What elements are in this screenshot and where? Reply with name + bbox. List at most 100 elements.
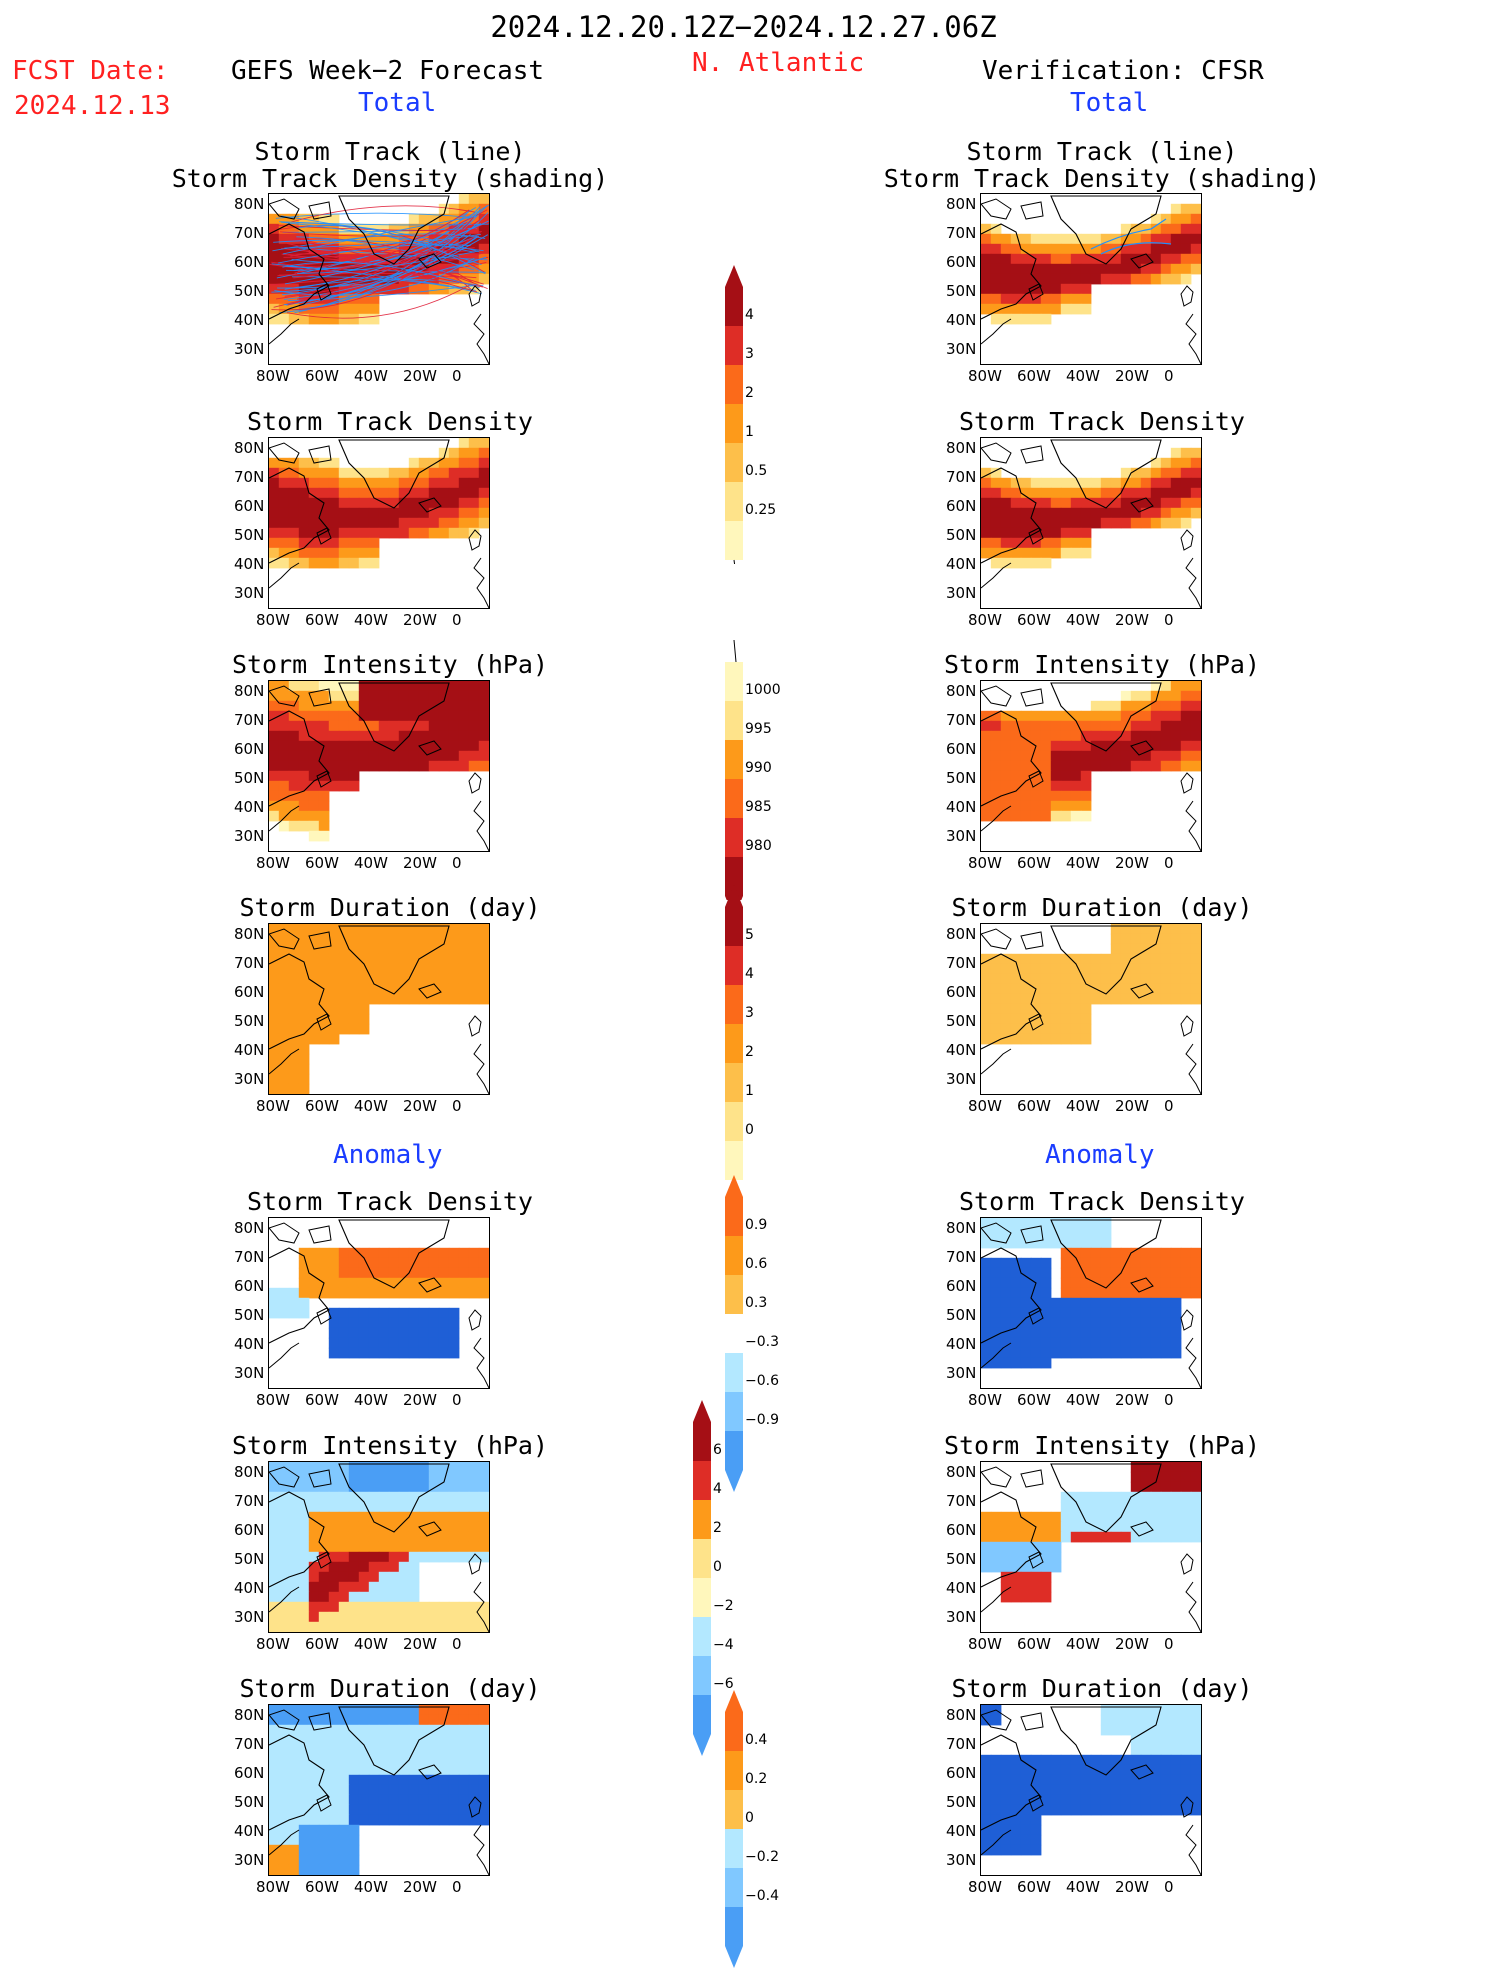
lat-label: 30N [234,1070,265,1088]
lat-label: 60N [234,1521,265,1539]
lat-label: 70N [946,1248,977,1266]
colorbar-density_anom [725,1175,743,1492]
lon-label: 20W [403,1097,437,1115]
lon-label: 40W [1066,367,1100,385]
lon-label: 60W [1017,367,1051,385]
panel-title-trackline-0: Storm Track Density (shading) [171,164,609,193]
lat-label: 30N [234,827,265,845]
map-panel-intensity-verification [980,680,1202,852]
colorbar-tick-label: 4 [745,307,754,323]
lat-label: 80N [946,925,977,943]
lat-label: 30N [234,1608,265,1626]
lon-label: 60W [1017,1097,1051,1115]
lat-label: 70N [234,954,265,972]
lon-label: 40W [1066,1635,1100,1653]
colorbar-tick-label: 4 [745,966,754,982]
lat-label: 50N [946,1550,977,1568]
lat-label: 40N [946,1335,977,1353]
lon-label: 20W [403,1878,437,1896]
map-shading [269,924,489,1094]
lon-label: 0 [452,854,462,872]
lat-label: 70N [946,224,977,242]
lon-label: 40W [1066,1878,1100,1896]
lat-label: 40N [234,311,265,329]
lat-label: 70N [946,1735,977,1753]
lat-label: 40N [234,555,265,573]
colorbar-density_total [725,265,743,564]
lat-label: 80N [234,1706,265,1724]
lat-label: 70N [234,224,265,242]
panel-title-int_anom-1: Storm Intensity (hPa) [943,1431,1261,1460]
lon-label: 20W [403,1635,437,1653]
colorbar-tick-label: −0.9 [745,1412,779,1428]
lat-label: 60N [946,740,977,758]
lat-label: 50N [946,769,977,787]
region-label: N. Atlantic [692,48,865,78]
lon-label: 0 [1164,367,1174,385]
lat-label: 30N [234,584,265,602]
lat-label: 50N [946,1012,977,1030]
lat-label: 70N [234,1492,265,1510]
lon-label: 0 [452,1878,462,1896]
lat-label: 70N [234,1248,265,1266]
lat-label: 60N [946,983,977,1001]
lat-label: 80N [234,925,265,943]
lon-label: 0 [1164,1097,1174,1115]
lat-label: 80N [946,1706,977,1724]
lat-label: 40N [946,1579,977,1597]
panel-title-dur_anom-0: Storm Duration (day) [239,1674,541,1703]
colorbar-tick-label: −2 [713,1598,734,1614]
map-shading [269,1462,489,1632]
lat-label: 60N [946,253,977,271]
colorbar-tick-label: 4 [713,1481,722,1497]
lat-label: 70N [946,954,977,972]
lat-label: 40N [234,798,265,816]
panel-title-duration-1: Storm Duration (day) [951,893,1253,922]
colorbar-tick-label: 3 [745,1005,754,1021]
lon-label: 20W [403,1391,437,1409]
date-range-title: 2024.12.20.12Z−2024.12.27.06Z [490,10,997,44]
lat-label: 70N [946,468,977,486]
colorbar-tick-label: 0.3 [745,1295,768,1311]
lon-label: 80W [256,854,290,872]
lon-label: 80W [968,1878,1002,1896]
lon-label: 20W [1115,1391,1149,1409]
colorbar-tick-label: −0.3 [745,1334,779,1350]
colorbar-tick-label: 990 [745,760,772,776]
lat-label: 80N [946,195,977,213]
panel-title-trackline-1: Storm Track Density (shading) [883,164,1321,193]
lat-label: 50N [234,1306,265,1324]
lat-label: 70N [946,1492,977,1510]
colorbar-tick-label: 0.5 [745,463,768,479]
lon-label: 60W [305,1391,339,1409]
map-panel-duration-forecast [268,923,490,1095]
colorbar-tick-label: 0 [745,1122,754,1138]
lon-label: 80W [968,1391,1002,1409]
lat-label: 60N [946,497,977,515]
lat-label: 60N [234,1277,265,1295]
lat-label: 60N [234,253,265,271]
lon-label: 60W [305,1878,339,1896]
lat-label: 30N [946,1608,977,1626]
colorbar-tick-label: 0 [745,1810,754,1826]
lon-label: 40W [354,611,388,629]
lon-label: 40W [354,854,388,872]
lon-label: 60W [1017,1878,1051,1896]
lat-label: 60N [234,1764,265,1782]
panel-title-trackline-0: Storm Track (line) [254,137,526,166]
lon-label: 0 [452,1097,462,1115]
panel-title-density-0: Storm Track Density [247,407,533,436]
colorbar-tick-label: 1 [745,1083,754,1099]
lat-label: 80N [234,439,265,457]
lon-label: 80W [256,1878,290,1896]
map-panel-dur_anom-forecast [268,1704,490,1876]
lon-label: 60W [1017,1391,1051,1409]
colorbar-tick-label: 1 [745,424,754,440]
left-anomaly-label: Anomaly [333,1140,443,1170]
colorbar-duration_total [725,885,743,1184]
panel-title-density-1: Storm Track Density [959,407,1245,436]
colorbar-tick-label: 3 [745,346,754,362]
map-shading [269,194,489,364]
right-anomaly-label: Anomaly [1045,1140,1155,1170]
lat-label: 50N [234,1012,265,1030]
